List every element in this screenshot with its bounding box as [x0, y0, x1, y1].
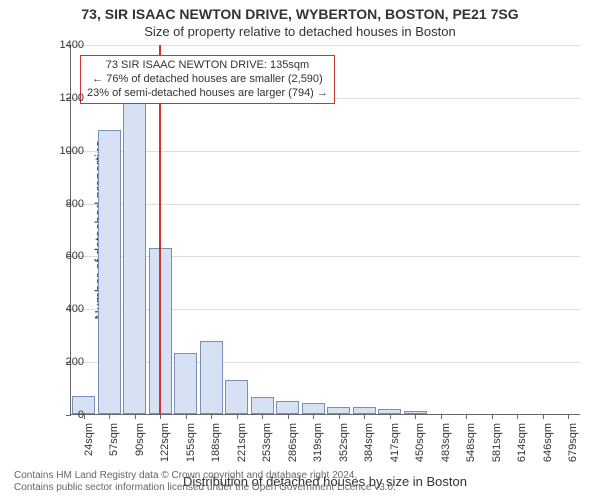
- x-tick-mark: [109, 414, 110, 419]
- x-tick-mark: [568, 414, 569, 419]
- x-tick-label: 155sqm: [185, 423, 197, 468]
- histogram-bar: [98, 130, 121, 414]
- histogram-bar: [276, 401, 299, 414]
- histogram-bar: [200, 341, 223, 414]
- y-axis-label-wrap: Number of detached properties: [10, 45, 24, 415]
- x-tick-label: 221sqm: [236, 423, 248, 468]
- histogram-bar: [302, 403, 325, 414]
- x-tick-mark: [160, 414, 161, 419]
- y-tick-label: 1400: [34, 39, 84, 51]
- x-tick-mark: [288, 414, 289, 419]
- x-tick-label: 581sqm: [491, 423, 503, 468]
- y-tick-label: 400: [34, 303, 84, 315]
- x-tick-mark: [262, 414, 263, 419]
- x-tick-mark: [364, 414, 365, 419]
- grid-line: [71, 204, 580, 205]
- histogram-bar: [251, 397, 274, 414]
- x-tick-label: 24sqm: [83, 423, 95, 468]
- grid-line: [71, 45, 580, 46]
- annotation-line-3: 23% of semi-detached houses are larger (…: [87, 87, 328, 101]
- x-tick-label: 286sqm: [287, 423, 299, 468]
- x-tick-mark: [517, 414, 518, 419]
- x-tick-mark: [211, 414, 212, 419]
- grid-line: [71, 151, 580, 152]
- x-tick-mark: [466, 414, 467, 419]
- footer-line-1: Contains HM Land Registry data © Crown c…: [14, 470, 396, 482]
- x-tick-label: 483sqm: [440, 423, 452, 468]
- grid-line: [71, 256, 580, 257]
- x-tick-label: 188sqm: [210, 423, 222, 468]
- histogram-bar: [353, 407, 376, 414]
- property-size-chart: 73, SIR ISAAC NEWTON DRIVE, WYBERTON, BO…: [0, 0, 600, 500]
- x-tick-label: 614sqm: [516, 423, 528, 468]
- footer-attribution: Contains HM Land Registry data © Crown c…: [14, 470, 396, 494]
- annotation-line-2: ← 76% of detached houses are smaller (2,…: [87, 73, 328, 87]
- histogram-bar: [174, 353, 197, 414]
- histogram-bar: [123, 103, 146, 414]
- x-tick-label: 253sqm: [261, 423, 273, 468]
- y-tick-label: 800: [34, 198, 84, 210]
- x-tick-label: 90sqm: [134, 423, 146, 468]
- x-tick-label: 384sqm: [363, 423, 375, 468]
- x-tick-mark: [543, 414, 544, 419]
- y-tick-label: 200: [34, 356, 84, 368]
- chart-title: 73, SIR ISAAC NEWTON DRIVE, WYBERTON, BO…: [0, 6, 600, 22]
- footer-line-2: Contains public sector information licen…: [14, 482, 396, 494]
- annotation-line-1: 73 SIR ISAAC NEWTON DRIVE: 135sqm: [87, 59, 328, 73]
- histogram-bar: [327, 407, 350, 414]
- x-tick-label: 548sqm: [465, 423, 477, 468]
- x-tick-mark: [441, 414, 442, 419]
- grid-line: [71, 309, 580, 310]
- x-tick-label: 417sqm: [389, 423, 401, 468]
- x-tick-mark: [339, 414, 340, 419]
- x-tick-mark: [237, 414, 238, 419]
- x-tick-label: 679sqm: [567, 423, 579, 468]
- x-tick-mark: [492, 414, 493, 419]
- y-tick-label: 0: [34, 409, 84, 421]
- x-tick-label: 352sqm: [338, 423, 350, 468]
- y-tick-label: 1000: [34, 145, 84, 157]
- x-tick-mark: [313, 414, 314, 419]
- grid-line: [71, 362, 580, 363]
- x-tick-mark: [390, 414, 391, 419]
- y-tick-label: 600: [34, 250, 84, 262]
- x-tick-mark: [135, 414, 136, 419]
- y-tick-label: 1200: [34, 92, 84, 104]
- x-tick-label: 57sqm: [108, 423, 120, 468]
- x-tick-label: 450sqm: [414, 423, 426, 468]
- x-tick-label: 319sqm: [312, 423, 324, 468]
- x-tick-label: 646sqm: [542, 423, 554, 468]
- annotation-box: 73 SIR ISAAC NEWTON DRIVE: 135sqm ← 76% …: [80, 55, 335, 104]
- chart-subtitle: Size of property relative to detached ho…: [0, 24, 600, 39]
- histogram-bar: [225, 380, 248, 414]
- x-tick-label: 122sqm: [159, 423, 171, 468]
- x-tick-mark: [186, 414, 187, 419]
- x-tick-mark: [415, 414, 416, 419]
